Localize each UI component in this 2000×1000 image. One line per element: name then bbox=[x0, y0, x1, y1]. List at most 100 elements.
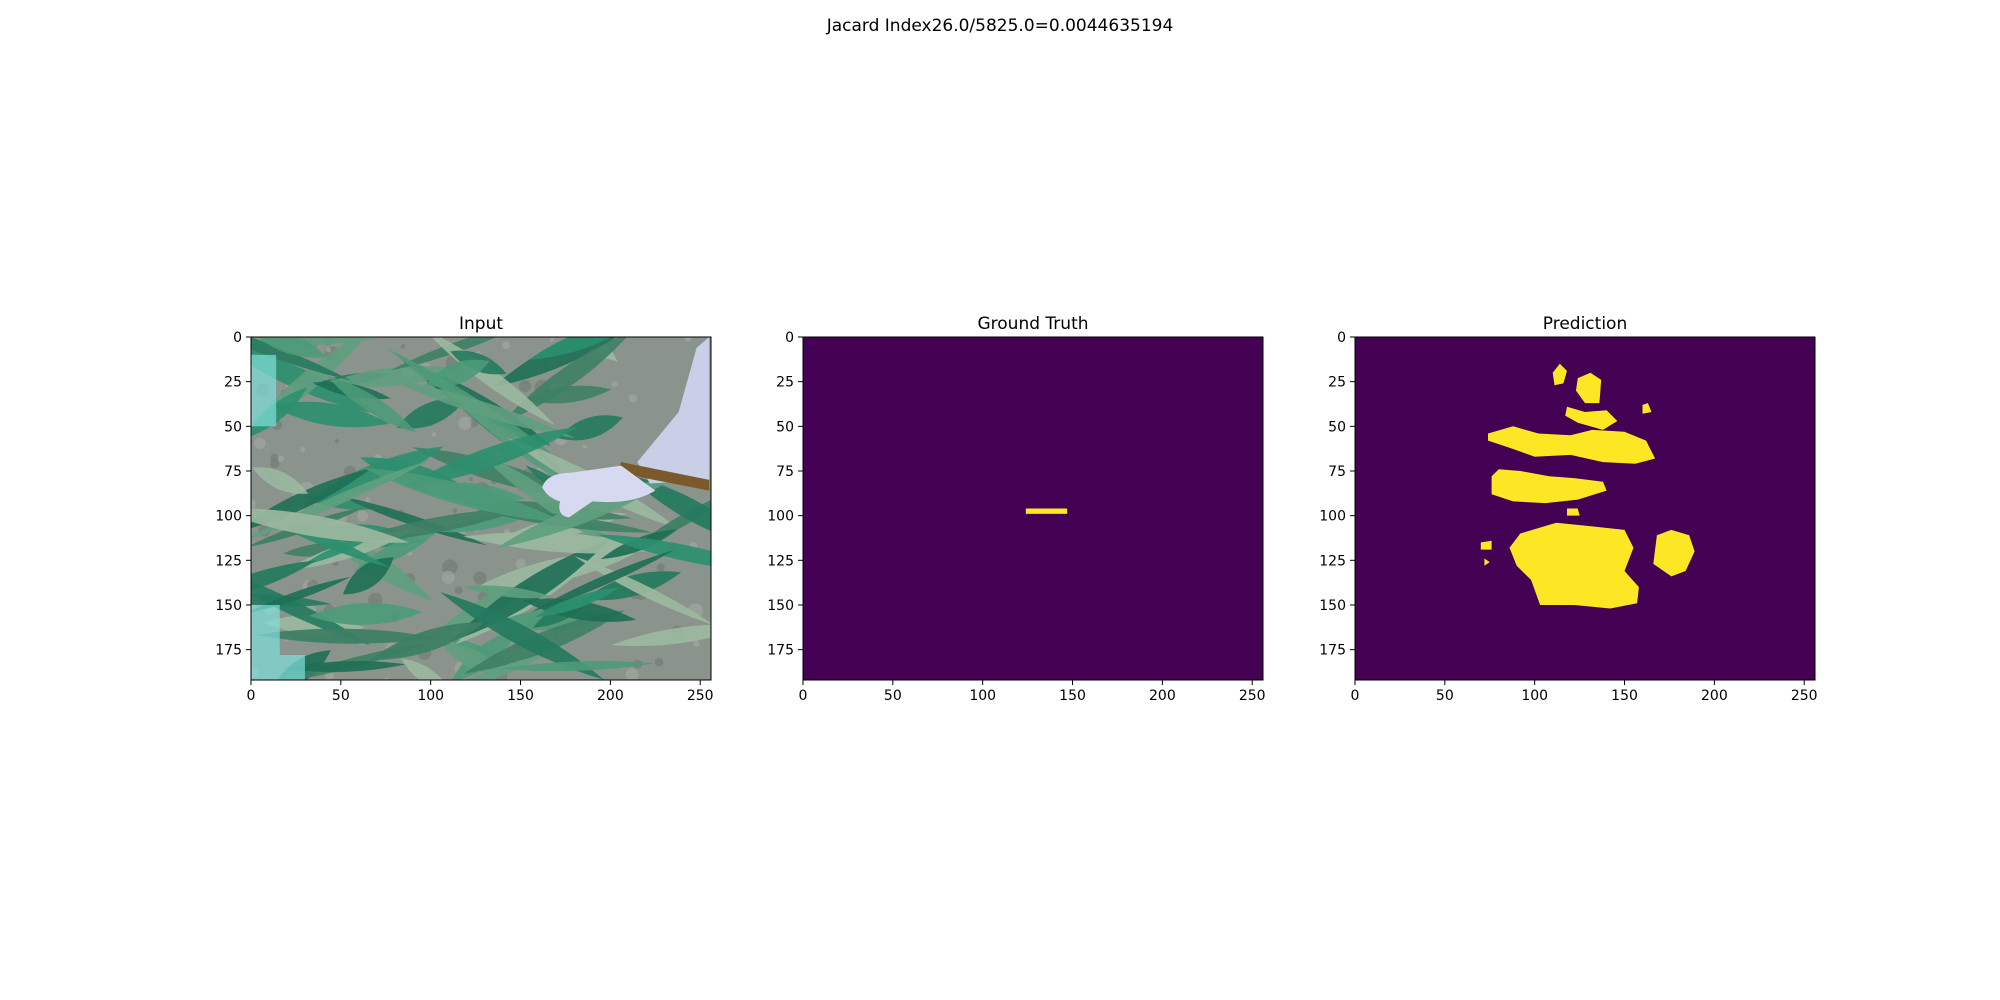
y-tick-label: 175 bbox=[1319, 643, 1346, 659]
photo-leaf bbox=[626, 474, 711, 548]
y-tick-label: 100 bbox=[215, 509, 242, 525]
y-tick-label: 125 bbox=[215, 553, 242, 569]
x-tick-label: 250 bbox=[1239, 688, 1266, 704]
y-tick-label: 75 bbox=[1328, 464, 1346, 480]
axes-1-image bbox=[251, 337, 711, 680]
photo-leaf bbox=[434, 653, 550, 680]
photo-leaf bbox=[501, 337, 633, 424]
photo-soil-speck bbox=[251, 499, 256, 509]
y-tick-label: 75 bbox=[224, 464, 242, 480]
photo-soil-speck bbox=[656, 563, 665, 572]
y-tick-label: 50 bbox=[776, 419, 794, 435]
photo-leaf bbox=[308, 602, 423, 625]
photo-leaf bbox=[387, 378, 576, 439]
photo-leaf bbox=[611, 624, 711, 647]
mask-region bbox=[1567, 508, 1580, 516]
photo-leaf bbox=[425, 359, 490, 387]
axes-title: Prediction bbox=[1543, 314, 1627, 334]
x-tick-label: 200 bbox=[1149, 688, 1176, 704]
photo-leaf bbox=[396, 398, 466, 429]
y-tick-label: 25 bbox=[1328, 375, 1346, 391]
x-tick-label: 250 bbox=[687, 688, 714, 704]
y-tick-label: 175 bbox=[215, 643, 242, 659]
photo-soil-speck bbox=[300, 446, 306, 453]
photo-leaf bbox=[251, 560, 317, 604]
photo-leaf bbox=[369, 622, 485, 660]
axes-title: Input bbox=[459, 314, 503, 334]
photo-soil-speck bbox=[692, 640, 700, 647]
photo-leaf bbox=[251, 337, 352, 381]
x-tick-label: 200 bbox=[1701, 688, 1728, 704]
photo-soil-speck bbox=[654, 657, 664, 667]
photo-soil-speck bbox=[549, 337, 555, 342]
photo-glare bbox=[251, 354, 277, 427]
photo-soil-speck bbox=[431, 432, 436, 437]
mask-region bbox=[1491, 469, 1607, 504]
photo-leaf bbox=[438, 514, 531, 533]
photo-soil-speck bbox=[442, 559, 458, 575]
photo-soil-speck bbox=[582, 444, 587, 449]
photo-leaf bbox=[342, 557, 394, 595]
photo-leaf bbox=[462, 585, 553, 599]
photo-leaf bbox=[477, 451, 621, 551]
photo-soil-speck bbox=[400, 344, 406, 349]
photo-soil-speck bbox=[452, 508, 458, 514]
photo-leaf bbox=[463, 532, 664, 554]
photo-leaf bbox=[271, 401, 390, 428]
photo-soil-speck bbox=[454, 586, 463, 595]
y-tick-label: 125 bbox=[1319, 553, 1346, 569]
mask-region bbox=[1642, 403, 1652, 414]
photo-soil-speck bbox=[365, 497, 371, 503]
photo-leaf bbox=[404, 427, 578, 488]
photo-soil-speck bbox=[326, 347, 332, 353]
y-tick-label: 0 bbox=[233, 330, 242, 346]
y-tick-label: 25 bbox=[776, 375, 794, 391]
mask-region bbox=[1484, 558, 1490, 566]
y-tick-label: 0 bbox=[785, 330, 794, 346]
photo-leaf bbox=[596, 534, 711, 573]
y-tick-label: 150 bbox=[1319, 598, 1346, 614]
photo-leaf bbox=[252, 467, 309, 494]
axes-2-image bbox=[803, 337, 1263, 680]
x-tick-label: 100 bbox=[969, 688, 996, 704]
photo-bracelet bbox=[617, 462, 710, 491]
photo-soil-speck bbox=[357, 510, 369, 522]
axes-title: Ground Truth bbox=[977, 314, 1088, 334]
y-tick-label: 100 bbox=[1319, 509, 1346, 525]
y-tick-label: 25 bbox=[224, 375, 242, 391]
photo-soil-speck bbox=[518, 380, 532, 393]
photo-leaf bbox=[530, 549, 675, 613]
photo-soil-speck bbox=[468, 477, 473, 482]
photo-leaf bbox=[440, 592, 605, 680]
photo-soil-speck bbox=[334, 439, 339, 444]
mask-region bbox=[1480, 540, 1492, 550]
photo-soil-speck bbox=[458, 416, 472, 430]
photo-leaf bbox=[534, 587, 620, 618]
x-tick-label: 0 bbox=[1351, 688, 1360, 704]
photo-soil-speck bbox=[611, 380, 618, 387]
x-tick-label: 0 bbox=[799, 688, 808, 704]
axes-frame bbox=[1354, 336, 1816, 681]
x-tick-label: 50 bbox=[332, 688, 350, 704]
photo-leaf bbox=[251, 337, 327, 358]
mask-region bbox=[1025, 508, 1068, 514]
photo-leaf bbox=[251, 576, 351, 613]
photo-soil-speck bbox=[515, 558, 526, 569]
photo-hand bbox=[542, 465, 656, 518]
axes-frame bbox=[802, 336, 1264, 681]
mask-region bbox=[1565, 406, 1618, 430]
x-tick-label: 100 bbox=[417, 688, 444, 704]
x-tick-label: 100 bbox=[1521, 688, 1548, 704]
photo-soil-speck bbox=[684, 337, 692, 342]
photo-leaf bbox=[389, 337, 527, 371]
photo-soil-speck bbox=[270, 453, 279, 462]
mask-region bbox=[1488, 426, 1656, 464]
photo-soil-speck bbox=[473, 571, 487, 585]
y-tick-label: 0 bbox=[1337, 330, 1346, 346]
mask-region bbox=[1552, 363, 1567, 386]
photo-soil-speck bbox=[277, 455, 284, 463]
x-tick-label: 50 bbox=[1436, 688, 1454, 704]
photo-soil-speck bbox=[502, 341, 511, 350]
photo-leaf bbox=[557, 415, 623, 441]
